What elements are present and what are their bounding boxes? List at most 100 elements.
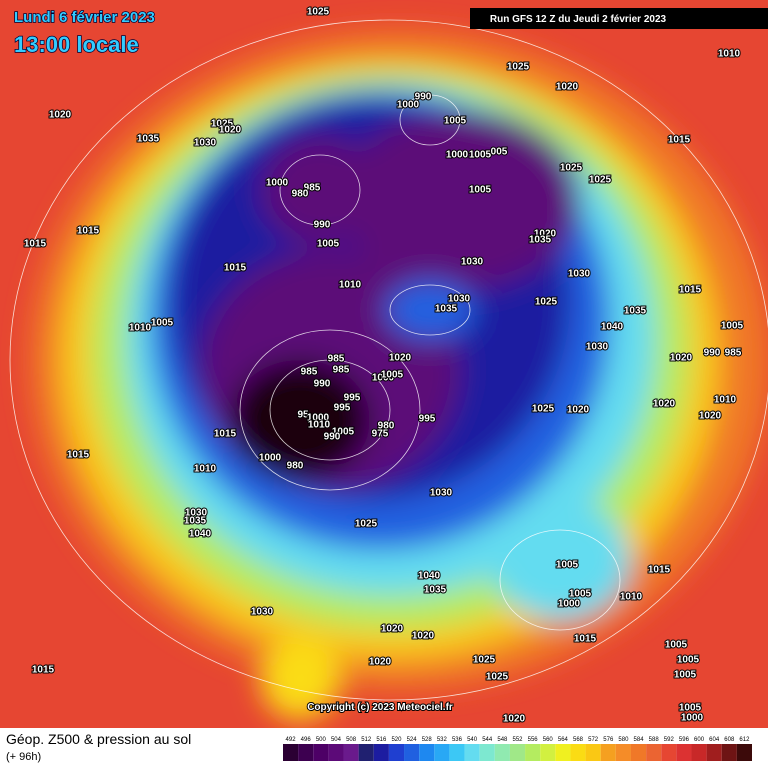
isobar-label: 1025 — [560, 163, 583, 174]
isobar-label: 1015 — [32, 665, 55, 676]
isobar-label: 1020 — [653, 399, 676, 410]
isobar-label: 1010 — [194, 464, 217, 475]
colorbar-cell — [721, 744, 737, 761]
colorbar-cell — [525, 744, 541, 761]
isobar-label: 975 — [372, 429, 389, 440]
isobar-label: 985 — [301, 367, 318, 378]
colorbar-label: 536 — [452, 737, 463, 743]
isobar-label: 1030 — [568, 269, 591, 280]
colorbar-cell — [585, 744, 601, 761]
isobar-label: 1000 — [372, 373, 395, 384]
isobar-label: 1005 — [679, 703, 702, 714]
isobar-label: 1020 — [369, 657, 392, 668]
isobar-label: 1020 — [556, 82, 579, 93]
isobar-label: 1040 — [418, 571, 441, 582]
isobar-label: 1000 — [446, 150, 469, 161]
isobar-label: 995 — [334, 403, 351, 414]
field — [0, 0, 768, 728]
isobar-label: 95 — [297, 410, 309, 421]
isobar-label: 1015 — [679, 285, 702, 296]
isobar-label: 990 — [704, 348, 721, 359]
isobar-label: 1015 — [77, 226, 100, 237]
colorbar-cell — [479, 744, 495, 761]
colorbar-cell — [691, 744, 707, 761]
isobar-label: 1005 — [332, 427, 355, 438]
isobar-label: 1025 — [211, 119, 234, 130]
isobar-label: 1025 — [535, 297, 558, 308]
isobar-label: 1035 — [435, 304, 458, 315]
run-info: Run GFS 12 Z du Jeudi 2 février 2023 — [490, 14, 667, 25]
isobar-label: 1015 — [214, 429, 237, 440]
colorbar-cell — [661, 744, 677, 761]
colorbar-cell — [373, 744, 389, 761]
colorbar-label: 552 — [512, 737, 523, 743]
isobar-label: 980 — [287, 461, 304, 472]
colorbar-label: 492 — [286, 737, 297, 743]
colorbar-label: 520 — [391, 737, 402, 743]
isobar-label: 990 — [415, 92, 432, 103]
isobar-label: 1005 — [721, 321, 744, 332]
isobar-label: 1010 — [308, 420, 331, 431]
colorbar-cell — [358, 744, 374, 761]
isobar-label: 1015 — [648, 565, 671, 576]
isobar-label: 1030 — [448, 294, 471, 305]
isobar-label: 1010 — [620, 592, 643, 603]
isobar-label: 1015 — [224, 263, 247, 274]
colorbar-cell — [540, 744, 556, 761]
colorbar-cell — [313, 744, 329, 761]
isobar-label: 1040 — [601, 322, 624, 333]
isobar-label: 1020 — [670, 353, 693, 364]
isobar-label: 1025 — [355, 519, 378, 530]
colorbar-label: 564 — [558, 737, 569, 743]
isobar-label: 1005 — [569, 589, 592, 600]
colorbar-label: 540 — [467, 737, 478, 743]
colorbar-cell — [434, 744, 450, 761]
isobar-label: 990 — [324, 432, 341, 443]
isobar-label: 1010 — [339, 280, 362, 291]
isobar-label: 1020 — [503, 714, 526, 725]
isobar-label: 990 — [314, 220, 331, 231]
isobar-label: 1005 — [151, 318, 174, 329]
isobar-label: 1005 — [556, 560, 579, 571]
colorbar-label: 580 — [618, 737, 629, 743]
colorbar-label: 500 — [316, 737, 327, 743]
colorbar-cell — [600, 744, 616, 761]
isobar-label: 995 — [419, 414, 436, 425]
footer-subtitle: (+ 96h) — [6, 751, 41, 763]
isobar-label: 980 — [292, 189, 309, 200]
isobar-label: 1025 — [507, 62, 530, 73]
isobar-label: 1030 — [194, 138, 217, 149]
isobar-label: 1030 — [586, 342, 609, 353]
isobar-label: 1010 — [718, 49, 741, 60]
colorbar-cell — [419, 744, 435, 761]
colorbar-label: 612 — [739, 737, 750, 743]
isobar-label: 1035 — [137, 134, 160, 145]
colorbar-label: 504 — [331, 737, 342, 743]
isobar-label: 1025 — [473, 655, 496, 666]
colorbar-label: 544 — [482, 737, 493, 743]
colorbar-label: 496 — [301, 737, 312, 743]
isobar-label: 1040 — [189, 529, 212, 540]
isobar-label: 1020 — [699, 411, 722, 422]
isobar-label: 1005 — [469, 150, 492, 161]
isobar-label: 1010 — [714, 395, 737, 406]
colorbar-cell — [676, 744, 692, 761]
colorbar-cell — [449, 744, 465, 761]
colorbar-label: 532 — [437, 737, 448, 743]
isobar-label: 1015 — [67, 450, 90, 461]
colorbar-cell — [494, 744, 510, 761]
isobar-label: 1030 — [430, 488, 453, 499]
isobar-label: 1020 — [412, 631, 435, 642]
isobar-label: 1020 — [49, 110, 72, 121]
colorbar-label: 576 — [603, 737, 614, 743]
colorbar-cell — [630, 744, 647, 761]
colorbar-label: 548 — [497, 737, 508, 743]
colorbar-label: 524 — [407, 737, 418, 743]
isobar-label: 1025 — [307, 7, 330, 18]
isobar-label: 1000 — [681, 713, 704, 724]
isobar-label: 1005 — [469, 185, 492, 196]
isobar-label: 1035 — [424, 585, 447, 596]
colorbar-cell — [706, 744, 722, 761]
colorbar-cell — [343, 744, 359, 761]
colorbar-cell — [464, 744, 480, 761]
